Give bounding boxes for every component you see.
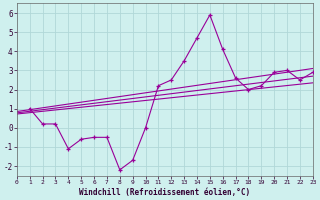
X-axis label: Windchill (Refroidissement éolien,°C): Windchill (Refroidissement éolien,°C)	[79, 188, 250, 197]
